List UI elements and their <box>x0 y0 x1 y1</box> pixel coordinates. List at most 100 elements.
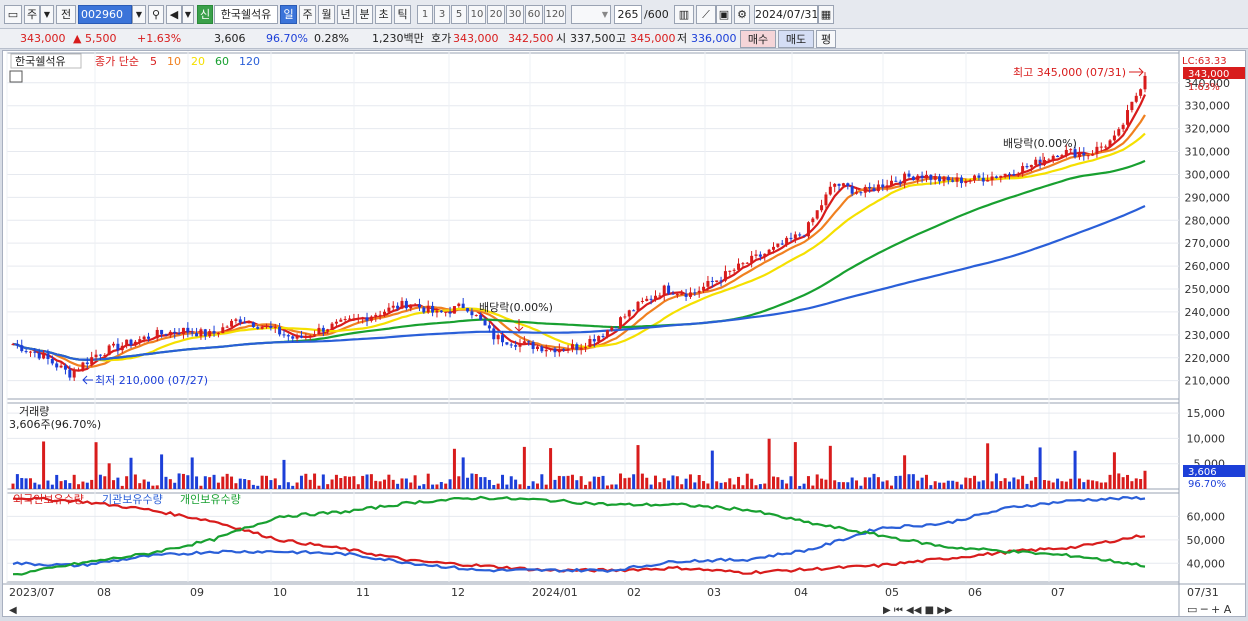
interval-3[interactable]: 3 <box>434 5 450 24</box>
candle-body <box>614 327 618 329</box>
interval-dropdown[interactable]: ▼ <box>571 5 611 24</box>
volume-bar <box>474 473 478 489</box>
candle-body <box>570 344 574 350</box>
interval-60[interactable]: 60 <box>525 5 543 24</box>
candle-body <box>837 183 841 186</box>
period-5[interactable]: 초 <box>375 5 392 24</box>
chevron-down-icon[interactable]: ▼ <box>182 5 194 24</box>
search-icon[interactable]: ⚲ <box>148 5 164 24</box>
candle-body <box>1012 174 1016 176</box>
candle-body <box>605 330 609 337</box>
last-change-label: 1.63% <box>1188 82 1220 93</box>
candle-body <box>771 246 775 250</box>
prev-button[interactable]: 전 <box>56 5 76 24</box>
candle-body <box>247 322 251 324</box>
interval-10[interactable]: 10 <box>468 5 486 24</box>
candle-body <box>658 295 662 297</box>
volume-bar <box>409 482 413 489</box>
volume-bar <box>383 479 387 489</box>
candle-body <box>1130 101 1134 111</box>
ma-legend-20: 20 <box>191 55 205 68</box>
candle-body <box>326 329 330 332</box>
volume-bar <box>579 476 583 489</box>
volume-bar <box>374 480 378 489</box>
candle-body <box>1099 146 1103 148</box>
average-button[interactable]: 평 <box>816 30 836 48</box>
stock-code-input[interactable]: 002960 <box>78 5 132 24</box>
candle-body <box>269 325 273 328</box>
volume-bar <box>348 476 352 489</box>
candle-body <box>824 194 828 206</box>
candle-body <box>702 286 706 291</box>
chart-canvas[interactable]: 210,000 220,000 230,000 240,000 250,000 260,0… <box>3 51 1245 616</box>
period-4[interactable]: 분 <box>356 5 373 24</box>
amount: 1,230백만 <box>372 32 424 45</box>
interval-30[interactable]: 30 <box>506 5 524 24</box>
volume-bar <box>627 477 631 489</box>
volume: 3,606 <box>214 32 246 45</box>
volume-bar <box>24 478 28 489</box>
volume-bar <box>741 485 745 489</box>
high-label: 고 <box>616 32 627 45</box>
candle-body <box>710 280 714 282</box>
candle-body <box>33 351 37 353</box>
window-icon[interactable]: ▭ <box>4 5 22 24</box>
period-0[interactable]: 일 <box>280 5 297 24</box>
volume-bar <box>942 482 946 489</box>
candle-body <box>133 341 137 346</box>
volume-bar <box>964 477 968 489</box>
candle-body <box>238 319 242 323</box>
candle-body <box>1134 95 1138 102</box>
volume-bar <box>999 481 1003 489</box>
candle-body <box>199 329 203 337</box>
gear-icon[interactable]: ⚙ <box>734 5 750 24</box>
interval-1[interactable]: 1 <box>417 5 433 24</box>
candle-icon[interactable]: ▥ <box>674 5 694 24</box>
chevron-down-icon[interactable]: ▼ <box>40 5 54 24</box>
period-6[interactable]: 틱 <box>394 5 411 24</box>
candle-body <box>776 243 780 247</box>
code-dropdown-icon[interactable]: ▼ <box>132 5 146 24</box>
volume-bar <box>199 485 203 489</box>
period-3[interactable]: 년 <box>337 5 354 24</box>
candle-body <box>640 300 644 302</box>
calendar-icon[interactable]: ▦ <box>818 5 834 24</box>
candle-body <box>929 174 933 180</box>
candle-body <box>745 262 749 264</box>
volume-bar <box>933 481 937 489</box>
volume-bar <box>549 448 553 489</box>
volume-bar <box>1099 482 1103 489</box>
interval-20[interactable]: 20 <box>487 5 505 24</box>
volume-bar <box>234 483 238 489</box>
interval-120[interactable]: 120 <box>544 5 566 24</box>
date-input[interactable]: 2024/07/31 <box>754 5 818 24</box>
period-1[interactable]: 주 <box>299 5 316 24</box>
buy-button[interactable]: 매수 <box>740 30 776 48</box>
candle-body <box>286 335 290 337</box>
volume-title: 거래량 <box>19 405 49 418</box>
volume-bar <box>439 481 443 489</box>
candle-body <box>431 305 435 313</box>
draw-tool-icon[interactable]: ⟋ <box>696 5 716 24</box>
candle-body <box>116 343 120 351</box>
zoom-controls-icon: ▭ ─ + A <box>1187 603 1232 616</box>
volume-bar <box>868 477 872 489</box>
candle-body <box>514 345 518 347</box>
volume-bar <box>837 482 841 489</box>
volume-bar <box>514 479 518 489</box>
sell-button[interactable]: 매도 <box>778 30 814 48</box>
volume-bar <box>1086 479 1090 489</box>
candle-body <box>986 180 990 182</box>
candle-body <box>623 316 627 318</box>
period-2[interactable]: 월 <box>318 5 335 24</box>
volume-bar <box>938 482 942 489</box>
count-input[interactable]: 265 <box>614 5 642 24</box>
volume-bar <box>728 478 732 489</box>
candle-body <box>448 311 452 314</box>
candle-body <box>592 338 596 342</box>
speaker-icon[interactable]: ◀ <box>166 5 182 24</box>
type-select[interactable]: 주 <box>24 5 40 24</box>
interval-5[interactable]: 5 <box>451 5 467 24</box>
save-icon[interactable]: ▣ <box>716 5 732 24</box>
candle-body <box>439 310 443 313</box>
